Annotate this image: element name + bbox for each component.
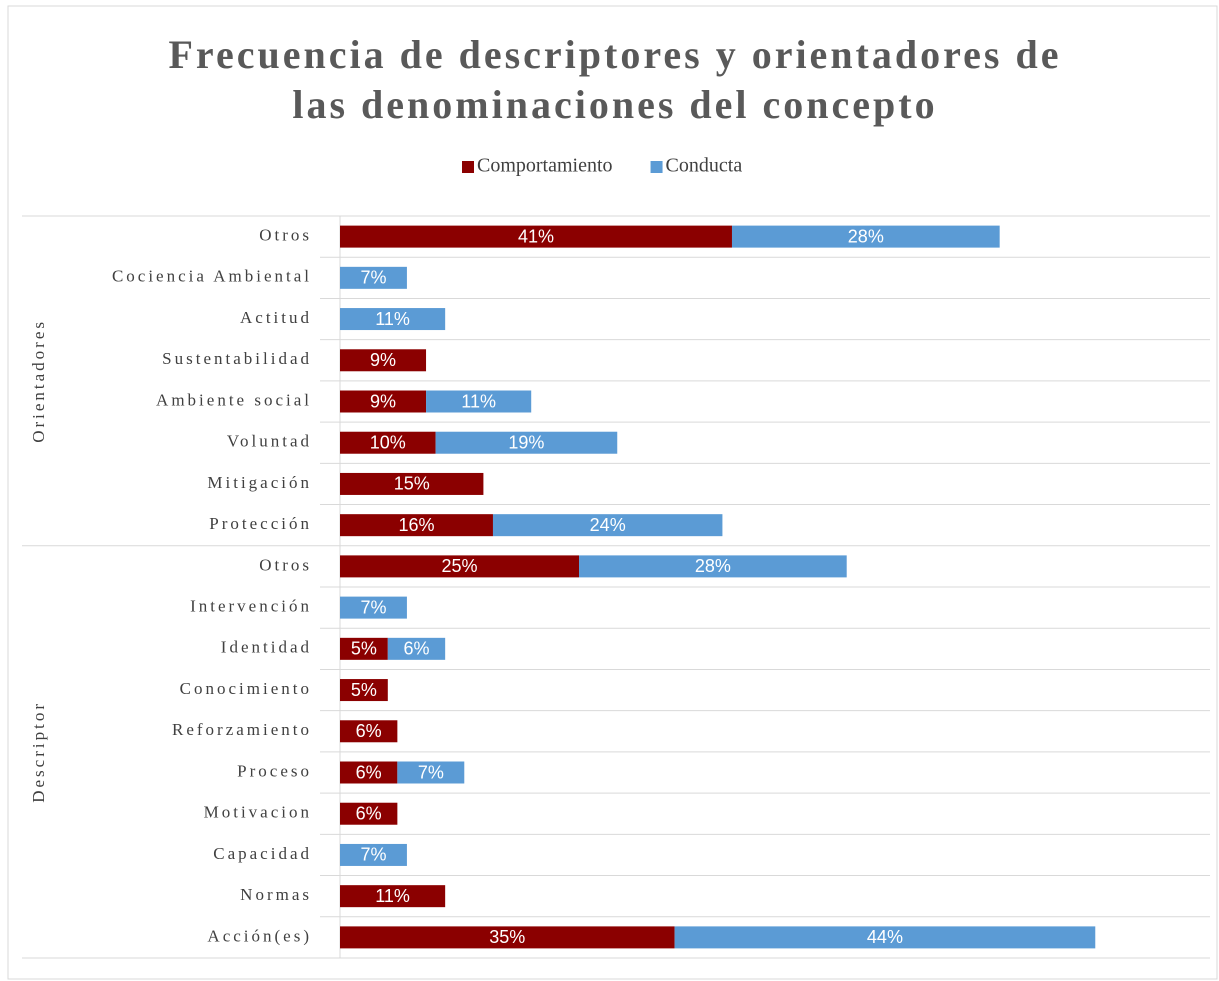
bar-segment [340, 802, 398, 825]
category-label: Otros [259, 226, 312, 245]
category-label: Sustentabilidad [162, 349, 312, 368]
value-label: 28% [848, 226, 884, 246]
bar-segment [340, 514, 493, 537]
bar-segment [340, 720, 398, 743]
value-label: 7% [360, 597, 386, 617]
group-label: Orientadores [29, 319, 48, 443]
value-label: 5% [351, 680, 377, 700]
value-label: 5% [351, 639, 377, 659]
category-label: Proceso [237, 761, 312, 780]
bar-segment [340, 926, 675, 949]
value-label: 11% [375, 886, 410, 906]
bar-segment [340, 390, 427, 413]
bar-segment [387, 637, 446, 660]
value-label: 6% [356, 803, 382, 823]
legend-swatch [462, 161, 474, 173]
bar-segment [397, 761, 465, 784]
category-label: Ambiente social [156, 390, 312, 409]
value-label: 11% [461, 391, 496, 411]
value-label: 7% [360, 845, 386, 865]
category-label: Protección [209, 514, 312, 533]
category-label: Reforzamiento [172, 720, 312, 739]
category-label: Voluntad [227, 432, 312, 451]
value-label: 10% [370, 432, 406, 452]
category-label: Mitigación [207, 473, 312, 492]
bar-segment [340, 761, 398, 784]
category-label: Conocimiento [180, 679, 312, 698]
category-label: Otros [259, 555, 312, 574]
value-label: 6% [356, 721, 382, 741]
value-label: 28% [695, 556, 731, 576]
category-label: Cociencia Ambiental [112, 267, 312, 286]
value-label: 16% [398, 515, 434, 535]
value-label: 44% [867, 927, 903, 947]
value-label: 41% [518, 226, 554, 246]
bar-segment [731, 225, 1000, 248]
value-label: 6% [356, 762, 382, 782]
bar-segment [340, 885, 446, 908]
value-label: 9% [370, 391, 396, 411]
category-label: Motivacion [204, 803, 312, 822]
value-label: 7% [418, 762, 444, 782]
value-label: 25% [441, 556, 477, 576]
bar-segment [340, 843, 407, 866]
category-label: Actitud [240, 308, 312, 327]
value-label: 11% [375, 309, 410, 329]
group-label: Descriptor [29, 701, 48, 803]
bar-segment [426, 390, 532, 413]
chart-border [7, 5, 1218, 980]
value-label: 35% [489, 927, 525, 947]
chart-title: Frecuencia de descriptores y orientadore… [169, 32, 1062, 127]
value-label: 15% [394, 474, 430, 494]
bar-segment [340, 679, 388, 702]
bar-segment [340, 266, 407, 289]
category-label: Identidad [221, 638, 312, 657]
category-label: Acción(es) [207, 926, 312, 945]
value-label: 6% [403, 639, 429, 659]
bar-segment [340, 472, 484, 495]
category-label: Capacidad [213, 844, 312, 863]
bar-segment [492, 514, 723, 537]
value-label: 19% [508, 432, 544, 452]
bar-segment [579, 555, 847, 578]
legend-swatch [650, 161, 663, 173]
value-label: 7% [360, 268, 386, 288]
category-label: Normas [240, 885, 312, 904]
bar-segment [340, 555, 580, 578]
bar-segment [674, 926, 1096, 949]
bar-segment [340, 308, 446, 331]
bar-segment [340, 349, 427, 372]
category-label: Intervención [190, 597, 312, 616]
value-label: 24% [590, 515, 626, 535]
legend-label: Comportamiento [477, 155, 613, 177]
bar-segment [340, 431, 436, 454]
bar-segment [340, 596, 407, 619]
bar-segment [340, 225, 732, 248]
bar-segment [435, 431, 618, 454]
bar-segment [340, 637, 388, 660]
value-label: 9% [370, 350, 396, 370]
legend-label: Conducta [666, 155, 743, 177]
